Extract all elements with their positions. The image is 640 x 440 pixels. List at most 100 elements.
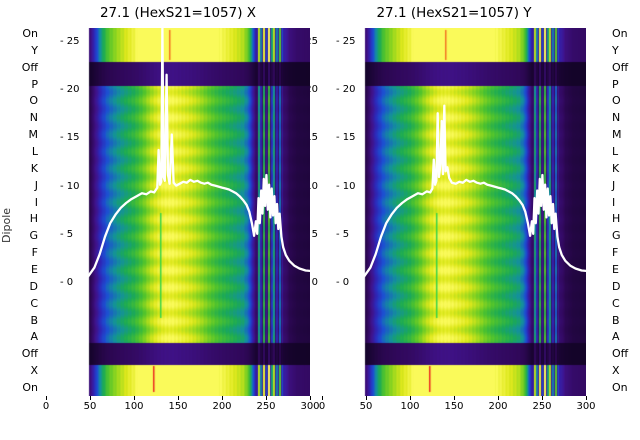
row-label-l-o-4: O bbox=[29, 94, 38, 108]
x-tick-label: 0 bbox=[318, 401, 326, 412]
row-label-l-b-17: B bbox=[30, 313, 38, 327]
row-label-r-h-11: H bbox=[612, 212, 621, 226]
row-label-r-e-14: E bbox=[612, 263, 619, 276]
x-tick-label: 100 bbox=[400, 401, 420, 412]
heatmap-y bbox=[322, 28, 586, 396]
panel-y-title: 27.1 (HexS21=1057) Y bbox=[376, 5, 532, 21]
row-label-l-i-10: I bbox=[34, 195, 38, 209]
x-tick-label: 150 bbox=[168, 401, 188, 412]
gutter-y-tick-label: 25 bbox=[305, 36, 318, 47]
y-tick-label: - 5 bbox=[336, 228, 350, 240]
gutter-y-tick-label: 5 bbox=[311, 228, 318, 240]
row-label-r-j-9: J bbox=[612, 178, 616, 192]
y-tick-label: - 15 bbox=[336, 132, 356, 144]
y-tick-label: - 0 bbox=[60, 277, 74, 288]
heatmap-x bbox=[46, 28, 310, 396]
x-tick-mark bbox=[222, 396, 223, 400]
y-tick-label: - 15 bbox=[60, 132, 80, 144]
row-label-l-c-16: C bbox=[30, 296, 38, 310]
x-tick-mark bbox=[266, 396, 267, 400]
row-label-r-x-20: X bbox=[612, 364, 620, 378]
beam-profile-polyline-y bbox=[322, 104, 586, 283]
gutter-y-tick-label: 0 bbox=[311, 277, 318, 288]
y-tick-label: - 5 bbox=[60, 228, 74, 240]
gutter-y-tick-label: 10 bbox=[305, 180, 318, 192]
y-tick-label: - 20 bbox=[336, 84, 356, 96]
row-label-l-g-12: G bbox=[29, 229, 38, 243]
row-label-l-x-20: X bbox=[30, 364, 38, 378]
x-tick-label: 300 bbox=[300, 401, 320, 412]
x-tick-label: 250 bbox=[256, 401, 276, 412]
x-tick-mark bbox=[134, 396, 135, 400]
row-label-l-on-21: On bbox=[22, 381, 38, 394]
x-tick-label: 300 bbox=[576, 401, 596, 412]
beam-profile-polyline-x bbox=[46, 28, 310, 283]
x-tick-mark bbox=[178, 396, 179, 400]
row-label-l-m-6: M bbox=[28, 128, 39, 142]
y-tick-label: - 25 bbox=[336, 36, 356, 47]
x-tick-mark bbox=[542, 396, 543, 400]
row-label-r-on-21: On bbox=[612, 381, 628, 394]
row-label-r-b-17: B bbox=[612, 313, 620, 327]
x-tick-mark bbox=[498, 396, 499, 400]
x-tick-label: 200 bbox=[488, 401, 508, 412]
panel-x-title: 27.1 (HexS21=1057) X bbox=[99, 5, 257, 21]
row-label-l-off-19: Off bbox=[21, 347, 38, 361]
row-label-r-f-13: F bbox=[612, 246, 619, 260]
x-tick-label: 0 bbox=[42, 401, 50, 412]
x-tick-mark bbox=[90, 396, 91, 400]
x-tick-label: 50 bbox=[83, 401, 97, 412]
x-tick-label: 100 bbox=[124, 401, 144, 412]
row-label-r-off-2: Off bbox=[612, 60, 629, 74]
x-tick-label: 250 bbox=[532, 401, 552, 412]
gutter-y-tick-label: 15 bbox=[305, 132, 318, 144]
row-label-l-on-0: On bbox=[22, 27, 38, 40]
row-label-r-i-10: I bbox=[612, 195, 616, 209]
y-tick-label: - 25 bbox=[60, 36, 80, 47]
row-label-l-n-5: N bbox=[29, 111, 38, 125]
panel-y: 27.1 (HexS21=1057) Y 0 50 100 150 200 250 300 … bbox=[319, 0, 596, 440]
row-label-r-k-8: K bbox=[612, 161, 620, 175]
row-label-l-j-9: J bbox=[34, 178, 38, 192]
x-tick-label: 50 bbox=[359, 401, 373, 412]
row-label-l-k-8: K bbox=[30, 161, 38, 175]
row-label-r-l-7: L bbox=[612, 145, 619, 158]
row-label-l-h-11: H bbox=[29, 212, 38, 226]
row-label-l-p-3: P bbox=[31, 77, 38, 91]
row-label-r-d-15: D bbox=[612, 279, 621, 293]
row-label-r-off-19: Off bbox=[612, 347, 629, 361]
row-label-l-e-14: E bbox=[31, 263, 38, 276]
row-label-r-p-3: P bbox=[612, 77, 619, 91]
profile-line-x bbox=[46, 28, 310, 283]
y-tick-label: - 0 bbox=[336, 277, 350, 288]
row-label-l-y-1: Y bbox=[31, 43, 38, 57]
x-tick-mark bbox=[310, 396, 311, 400]
row-label-l-l-7: L bbox=[31, 145, 38, 158]
gutter-y-tick-label: 20 bbox=[305, 84, 318, 96]
x-tick-mark bbox=[586, 396, 587, 400]
y-tick-label: - 10 bbox=[60, 180, 80, 192]
x-tick-mark bbox=[46, 396, 47, 400]
row-label-r-c-16: C bbox=[612, 296, 620, 310]
row-label-l-d-15: D bbox=[29, 279, 38, 293]
x-tick-mark bbox=[410, 396, 411, 400]
profile-line-y bbox=[322, 104, 586, 283]
row-label-l-off-2: Off bbox=[21, 60, 38, 74]
y-tick-label: - 10 bbox=[336, 180, 356, 192]
panel-x: 27.1 (HexS21=1057) X 0 50 100 150 200 250 300 … bbox=[43, 0, 320, 440]
y-tick-label: - 20 bbox=[60, 84, 80, 96]
x-tick-label: 150 bbox=[444, 401, 464, 412]
row-label-r-a-18: A bbox=[612, 330, 620, 344]
row-label-r-n-5: N bbox=[612, 111, 621, 125]
row-label-l-a-18: A bbox=[30, 330, 38, 344]
x-tick-label: 200 bbox=[212, 401, 232, 412]
x-tick-mark bbox=[366, 396, 367, 400]
row-label-l-f-13: F bbox=[31, 246, 38, 260]
row-label-r-o-4: O bbox=[612, 94, 621, 108]
x-tick-mark bbox=[454, 396, 455, 400]
row-label-r-m-6: M bbox=[612, 128, 622, 142]
row-label-r-on-0: On bbox=[612, 27, 628, 40]
row-label-r-g-12: G bbox=[612, 229, 621, 243]
row-label-r-y-1: Y bbox=[612, 43, 619, 57]
